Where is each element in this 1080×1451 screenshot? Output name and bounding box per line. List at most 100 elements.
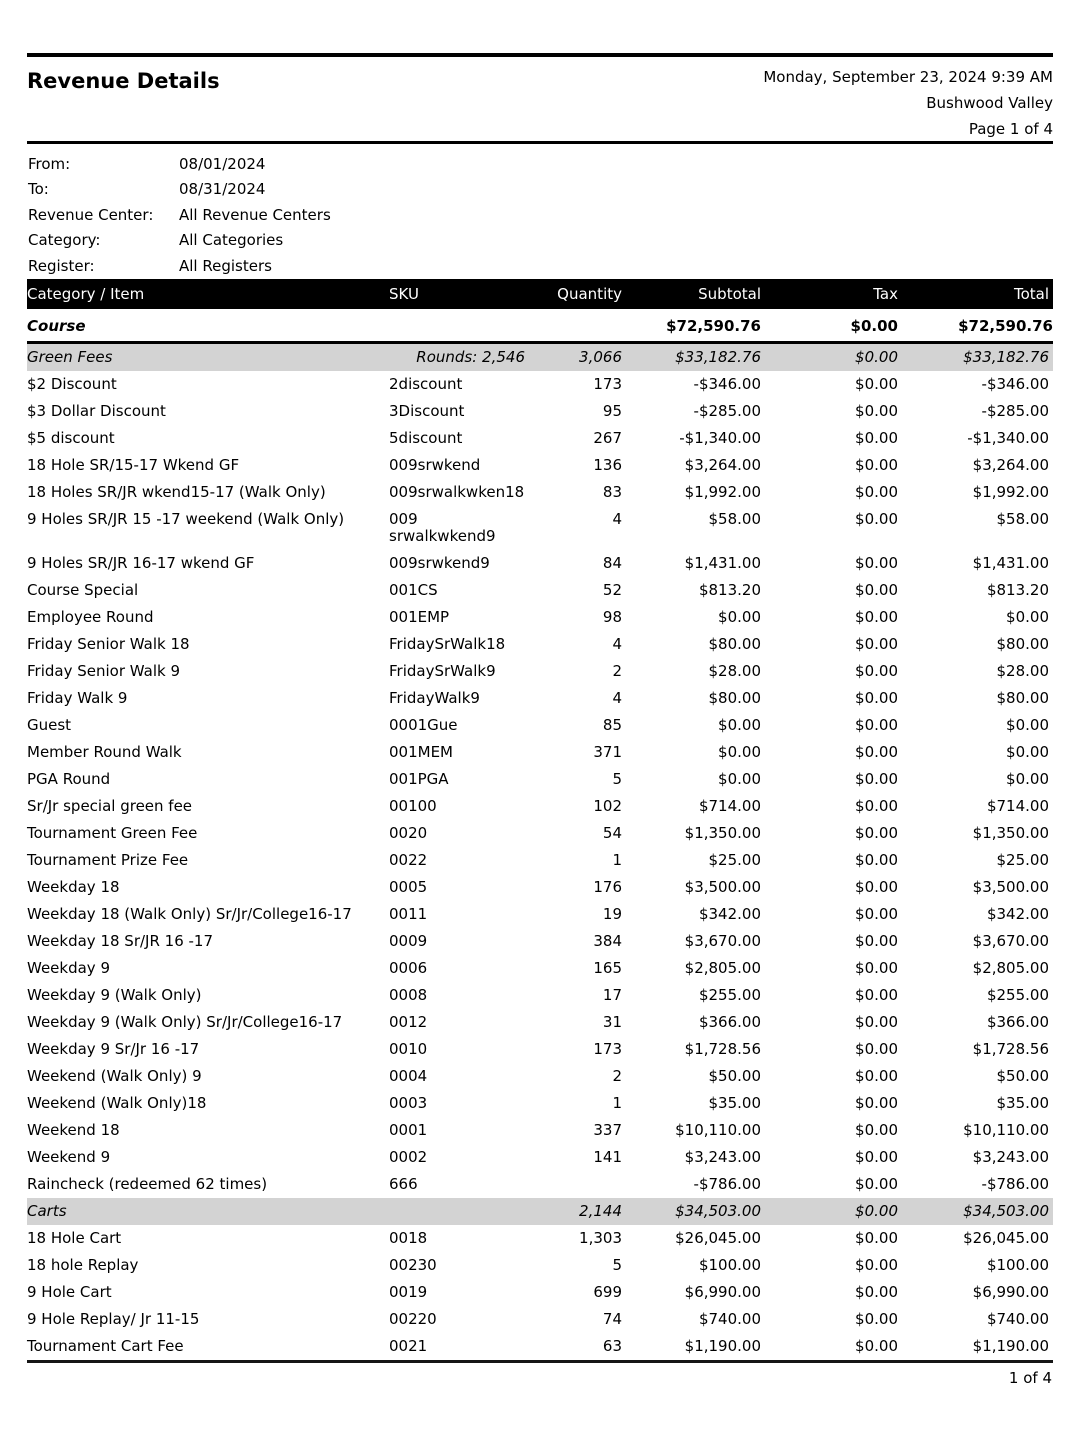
- cell-subtotal: $740.00: [698, 1310, 761, 1328]
- cell-total: $1,190.00: [898, 1333, 1053, 1363]
- filter-label: Category:: [28, 231, 101, 250]
- filter-summary: From: 08/01/2024 To: 08/31/2024 Revenue …: [27, 144, 1053, 279]
- cell-quantity: 63: [537, 1333, 622, 1363]
- cell-total: $0.00: [1006, 716, 1049, 734]
- report-page-label: Page 1 of 4: [968, 120, 1053, 138]
- cell-tax: $0.00: [855, 905, 898, 923]
- cell-item: Sr/Jr special green fee: [27, 797, 193, 815]
- page-title: Revenue Details: [27, 69, 220, 93]
- cell-subtotal: $6,990.00: [684, 1283, 761, 1301]
- cell-total: $80.00: [996, 689, 1050, 707]
- cell-item: Weekend 9: [27, 1148, 111, 1166]
- cell-sku: 0022: [389, 851, 428, 869]
- cell-sku: 00230: [389, 1256, 437, 1274]
- cell-tax: $0.00: [855, 986, 898, 1004]
- cell-tax: $0.00: [855, 429, 898, 447]
- cell-total: $813.20: [986, 581, 1049, 599]
- cell-item: Weekday 18: [27, 878, 120, 896]
- cell-total: $1,431.00: [972, 554, 1049, 572]
- cell-tax: $0.00: [855, 689, 898, 707]
- cell-quantity: 85: [602, 716, 622, 734]
- cell-item: $3 Dollar Discount: [27, 402, 166, 420]
- cell-total: $255.00: [986, 986, 1049, 1004]
- report-facility: Bushwood Valley: [926, 94, 1053, 112]
- cell-item: 9 Hole Cart: [27, 1283, 112, 1301]
- filter-label: Revenue Center:: [28, 205, 154, 224]
- cell-tax: $0.00: [855, 1310, 898, 1328]
- cell-total: -$1,340.00: [967, 429, 1049, 447]
- cell-quantity: 2: [612, 1067, 622, 1085]
- cell-total: $2,805.00: [972, 959, 1049, 977]
- cell-item: Friday Walk 9: [27, 689, 128, 707]
- cell-subtotal: $3,243.00: [684, 1148, 761, 1166]
- cell-sku: 001EMP: [389, 608, 450, 626]
- cell-item: 18 Hole Cart: [27, 1229, 122, 1247]
- cell-quantity: 384: [593, 932, 622, 950]
- cell-total: -$786.00: [981, 1175, 1049, 1193]
- cell-item: Course Special: [27, 581, 139, 599]
- table-header-bar: Category / Item SKU Quantity Subtotal Ta…: [27, 279, 1053, 309]
- cell-total: $0.00: [1006, 743, 1049, 761]
- cell-quantity: 267: [593, 429, 622, 447]
- revenue-table-body: Course $72,590.76 $0.00 $72,590.76 Green…: [27, 309, 1053, 1363]
- cell-subtotal: $33,182.76: [622, 342, 761, 371]
- cell-tax: $0.00: [855, 959, 898, 977]
- cell-sku: [389, 309, 537, 344]
- cell-quantity: 19: [602, 905, 622, 923]
- cell-quantity: 98: [602, 608, 622, 626]
- cell-quantity: 1: [612, 851, 622, 869]
- table-row: Weekend (Walk Only)18 0003 1 $35.00 $0.0…: [27, 1090, 1053, 1117]
- filter-value: All Revenue Centers: [179, 205, 331, 224]
- cell-sku: Rounds: 2,546: [389, 342, 537, 371]
- cell-subtotal: $35.00: [708, 1094, 762, 1112]
- cell-item: Tournament Cart Fee: [27, 1333, 389, 1363]
- table-row: 18 Holes SR/JR wkend15-17 (Walk Only) 00…: [27, 479, 1053, 506]
- filter-row-from: From: 08/01/2024: [28, 152, 1052, 177]
- cell-quantity: 84: [602, 554, 622, 572]
- table-row: Weekday 9 0006 165 $2,805.00 $0.00 $2,80…: [27, 955, 1053, 982]
- cell-item: 9 Hole Replay/ Jr 11-15: [27, 1310, 200, 1328]
- column-header-sku: SKU: [389, 279, 537, 309]
- cell-item: Member Round Walk: [27, 743, 182, 761]
- cell-tax: $0.00: [855, 1229, 898, 1247]
- cell-subtotal: $813.20: [698, 581, 761, 599]
- table-row: Tournament Green Fee 0020 54 $1,350.00 $…: [27, 820, 1053, 847]
- report-page: { "colors": { "header_bar": "#000000", "…: [0, 53, 1080, 1451]
- cell-total: $72,590.76: [898, 309, 1053, 344]
- cell-total: $342.00: [986, 905, 1049, 923]
- cell-quantity: 4: [612, 510, 622, 528]
- table-row: 9 Hole Replay/ Jr 11-15 00220 74 $740.00…: [27, 1306, 1053, 1333]
- cell-sku: FridayWalk9: [389, 689, 480, 707]
- cell-subtotal: $366.00: [698, 1013, 761, 1031]
- cell-item: Raincheck (redeemed 62 times): [27, 1175, 268, 1193]
- cell-quantity: 165: [593, 959, 622, 977]
- cell-item: Weekday 18 (Walk Only) Sr/Jr/College16-1…: [27, 905, 352, 923]
- table-row: Weekend (Walk Only) 9 0004 2 $50.00 $0.0…: [27, 1063, 1053, 1090]
- cell-subtotal: $1,728.56: [684, 1040, 761, 1058]
- cell-subtotal: $58.00: [708, 510, 762, 528]
- cell-subtotal: $28.00: [708, 662, 762, 680]
- cell-item: Weekday 9 Sr/Jr 16 -17: [27, 1040, 200, 1058]
- cell-quantity: 4: [612, 689, 622, 707]
- cell-tax: $0.00: [855, 743, 898, 761]
- cell-quantity: 337: [593, 1121, 622, 1139]
- cell-item: Green Fees: [27, 342, 389, 371]
- cell-item: 18 hole Replay: [27, 1256, 139, 1274]
- cell-subtotal: $0.00: [718, 716, 761, 734]
- cell-subtotal: $1,190.00: [622, 1333, 761, 1363]
- cell-subtotal: $100.00: [698, 1256, 761, 1274]
- cell-quantity: 173: [593, 1040, 622, 1058]
- report-header: Revenue Details Monday, September 23, 20…: [27, 57, 1053, 141]
- cell-item: Weekend 18: [27, 1121, 120, 1139]
- cell-quantity: [537, 1171, 622, 1198]
- filter-row-revenue-center: Revenue Center: All Revenue Centers: [28, 203, 1052, 228]
- table-row: Weekday 18 (Walk Only) Sr/Jr/College16-1…: [27, 901, 1053, 928]
- cell-sku: 009srwkend: [389, 456, 481, 474]
- cell-subtotal: -$1,340.00: [679, 429, 761, 447]
- column-header-quantity: Quantity: [537, 279, 622, 309]
- table-row: $2 Discount 2discount 173 -$346.00 $0.00…: [27, 371, 1053, 398]
- cell-subtotal: $3,500.00: [684, 878, 761, 896]
- cell-sku: 0021: [389, 1333, 537, 1363]
- cell-subtotal: $3,670.00: [684, 932, 761, 950]
- cell-quantity: 83: [602, 483, 622, 501]
